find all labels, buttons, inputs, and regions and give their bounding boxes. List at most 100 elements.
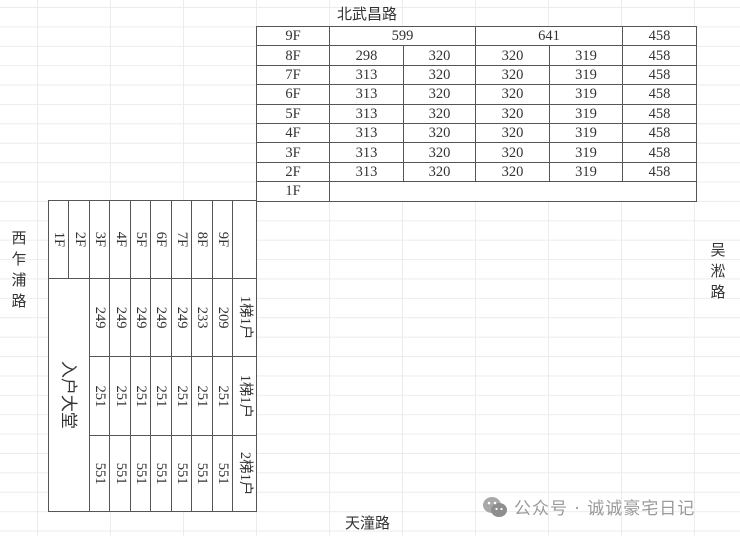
unit-area-cell: 313	[329, 64, 404, 86]
unit-area-cell: 320	[403, 161, 476, 183]
table-row: 6F 313 320 320 319 458	[256, 84, 697, 105]
column-header-cell: 1梯1户	[232, 278, 257, 357]
unit-area-cell: 209	[212, 278, 233, 357]
floor-label-cell: 9F	[256, 25, 330, 47]
unit-area-cell: 320	[475, 103, 550, 124]
unit-area-cell: 320	[475, 64, 550, 86]
unit-area-cell: 313	[329, 161, 404, 183]
road-label-east: 吴淞路	[710, 241, 726, 301]
unit-area-cell: 249	[89, 278, 110, 357]
floor-label-cell: 3F	[89, 200, 110, 279]
unit-area-cell: 313	[329, 84, 404, 105]
unit-area-cell: 313	[329, 103, 404, 124]
unit-area-cell: 551	[109, 435, 131, 512]
unit-area-cell: 320	[403, 142, 476, 163]
table-row: 9F 599 641 458	[256, 25, 697, 47]
unit-area-cell: 458	[622, 25, 697, 47]
unit-area-cell: 251	[171, 356, 192, 436]
table-row: 5F 249 251 551	[130, 200, 151, 512]
table-row: 4F 249 251 551	[109, 200, 131, 512]
unit-area-cell: 313	[329, 122, 404, 144]
table-row: 4F 313 320 320 319 458	[256, 122, 697, 144]
column-header-cell	[232, 200, 257, 279]
watermark: 公众号 · 诚诚豪宅日记	[482, 494, 695, 519]
unit-area-cell: 298	[329, 45, 404, 66]
unit-area-cell: 319	[549, 142, 623, 163]
unit-area-cell: 551	[171, 435, 192, 512]
wechat-icon	[482, 496, 508, 518]
entrance-lobby-cell: 入户大堂	[48, 278, 90, 512]
unit-area-cell: 458	[622, 84, 697, 105]
unit-area-cell: 551	[89, 435, 110, 512]
table-row: 3F 313 320 320 319 458	[256, 142, 697, 163]
unit-area-cell: 319	[549, 84, 623, 105]
empty-cell	[329, 181, 697, 202]
unit-area-cell: 249	[130, 278, 151, 357]
unit-area-cell: 320	[403, 103, 476, 124]
unit-area-cell: 251	[150, 356, 172, 436]
table-row: 5F 313 320 320 319 458	[256, 103, 697, 124]
floor-label-cell: 4F	[256, 122, 330, 144]
unit-area-cell: 320	[475, 45, 550, 66]
floor-label-cell: 1F	[256, 181, 330, 202]
unit-area-cell: 320	[403, 122, 476, 144]
table-row: 9F 209 251 551	[212, 200, 233, 512]
unit-area-cell: 251	[212, 356, 233, 436]
floor-label-cell: 6F	[256, 84, 330, 105]
table-row: 2F 313 320 320 319 458	[256, 161, 697, 183]
road-label-north: 北武昌路	[337, 5, 398, 23]
unit-area-cell: 251	[130, 356, 151, 436]
header-row: 1梯1户 1梯1户 2梯1户	[232, 200, 257, 512]
unit-area-cell: 458	[622, 64, 697, 86]
unit-area-cell: 458	[622, 142, 697, 163]
unit-area-cell: 320	[403, 64, 476, 86]
unit-area-cell: 599	[329, 25, 476, 47]
unit-area-cell: 551	[191, 435, 213, 512]
unit-area-cell: 313	[329, 142, 404, 163]
unit-area-cell: 320	[403, 84, 476, 105]
floor-label-cell: 8F	[256, 45, 330, 66]
west-building-rotated-table-wrapper: 1梯1户 1梯1户 2梯1户 9F 209 251 551 8F 233 251 551 7F 249 2…	[48, 200, 257, 512]
unit-area-cell: 319	[549, 45, 623, 66]
unit-area-cell: 458	[622, 122, 697, 144]
column-header-cell: 1梯1户	[232, 356, 257, 436]
road-label-west: 西乍浦路	[11, 229, 27, 310]
unit-area-cell: 551	[212, 435, 233, 512]
unit-area-cell: 458	[622, 45, 697, 66]
unit-area-cell: 251	[109, 356, 131, 436]
north-building-unit-area-table: 9F 599 641 458 8F 298 320 320 319 458 7F 313 320 320 3…	[256, 25, 697, 202]
unit-area-cell: 251	[89, 356, 110, 436]
table-row: 1F	[256, 181, 697, 202]
unit-area-cell: 320	[403, 45, 476, 66]
unit-area-cell: 233	[191, 278, 213, 357]
unit-area-cell: 319	[549, 64, 623, 86]
floor-label-cell: 7F	[171, 200, 192, 279]
unit-area-cell: 641	[475, 25, 623, 47]
unit-area-cell: 249	[109, 278, 131, 357]
table-row: 7F 249 251 551	[171, 200, 192, 512]
floor-label-cell: 6F	[150, 200, 172, 279]
floor-label-cell: 2F	[68, 200, 90, 279]
unit-area-cell: 249	[171, 278, 192, 357]
road-label-south: 天潼路	[345, 514, 391, 532]
table-row: 8F 233 251 551	[191, 200, 213, 512]
table-row: 3F 249 251 551	[89, 200, 110, 512]
unit-area-cell: 458	[622, 161, 697, 183]
unit-area-cell: 320	[475, 122, 550, 144]
table-row: 7F 313 320 320 319 458	[256, 64, 697, 86]
unit-area-cell: 320	[475, 84, 550, 105]
unit-area-cell: 320	[475, 142, 550, 163]
table-row: 2F 入户大堂	[48, 200, 90, 512]
floor-label-cell: 1F	[48, 200, 69, 279]
unit-area-cell: 551	[150, 435, 172, 512]
floor-label-cell: 3F	[256, 142, 330, 163]
floor-label-cell: 7F	[256, 64, 330, 86]
unit-area-cell: 319	[549, 161, 623, 183]
unit-area-cell: 249	[150, 278, 172, 357]
unit-area-cell: 551	[130, 435, 151, 512]
floor-label-cell: 5F	[130, 200, 151, 279]
unit-area-cell: 319	[549, 103, 623, 124]
watermark-text: 公众号 · 诚诚豪宅日记	[514, 499, 696, 519]
column-header-cell: 2梯1户	[232, 435, 257, 512]
floor-label-cell: 8F	[191, 200, 213, 279]
